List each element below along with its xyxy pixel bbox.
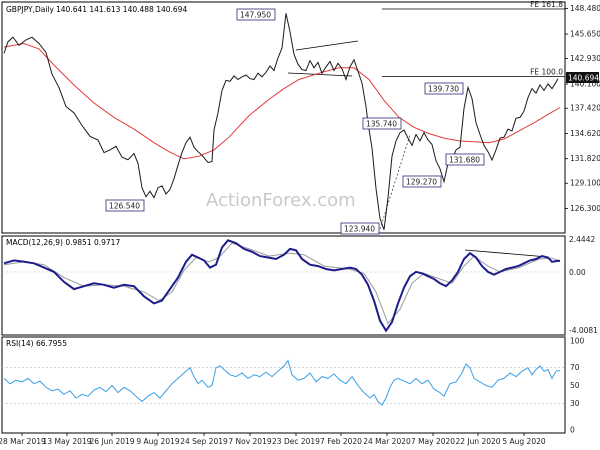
fib-level-label: FE 161.8 — [530, 0, 563, 9]
date-tick-label: 24 Mar 2020 — [363, 437, 411, 446]
rsi-y-axis: 100 70 50 30 0 — [2, 337, 585, 435]
price-tick-label: 140.100 — [570, 80, 600, 89]
annotation-box-139730 — [424, 82, 464, 95]
macd-tick-zero: 0.00 — [569, 268, 586, 277]
trendlines — [287, 40, 411, 230]
price-header-quote: 140.641 141.613 140.488 140.694 — [56, 5, 187, 14]
date-tick-label: 7 May 2020 — [411, 437, 455, 446]
date-tick-label: 9 Aug 2019 — [136, 437, 179, 446]
current-price-label: 140.694 — [568, 74, 599, 83]
price-tick-label: 137.420 — [570, 104, 600, 113]
rsi-header: RSI(14) 66.7955 — [6, 339, 67, 348]
price-tick-label: 126.300 — [570, 204, 600, 213]
macd-panel-frame — [1, 235, 566, 336]
annotation-135740: 135.740 — [366, 120, 397, 129]
annotation-box-135740 — [362, 117, 402, 130]
annotation-131680: 131.680 — [449, 156, 480, 165]
date-tick-label: 26 Jun 2019 — [89, 437, 134, 446]
fib-level-label: FE 100.0 — [530, 67, 563, 76]
rsi-line — [3, 359, 561, 406]
annotation-147950: 147.950 — [240, 11, 271, 20]
rsi-tick-label: 30 — [570, 399, 580, 408]
triangle-lower-line — [287, 72, 353, 77]
annotation-box-131680 — [445, 153, 485, 166]
annotation-box-129270 — [402, 175, 442, 188]
date-tick-label: 5 Aug 2020 — [502, 437, 545, 446]
price-annotations: 147.950 126.540 123.940 135.740 139.730 … — [105, 8, 485, 235]
price-tick-label: 142.930 — [570, 54, 600, 63]
annotation-box-147950 — [236, 8, 276, 21]
date-tick-label: 28 Mar 2019 — [0, 437, 46, 446]
annotation-box-126540 — [105, 199, 145, 212]
date-tick-label: 7 Nov 2019 — [228, 437, 271, 446]
date-tick-label: 23 Dec 2019 — [272, 437, 320, 446]
rsi-tick-label: 50 — [570, 381, 580, 390]
rsi-tick-label: 0 — [570, 426, 575, 435]
triangle-upper-line — [295, 40, 359, 51]
price-panel: GBPJPY,Daily 140.641 141.613 140.488 140… — [1, 0, 600, 235]
fibonacci-levels: FE 161.8 FE 100.0 — [382, 0, 565, 77]
date-tick-label: 24 Sep 2019 — [180, 437, 228, 446]
price-tick-label: 145.650 — [570, 30, 600, 39]
rebound-trendline — [379, 134, 411, 230]
annotation-139730: 139.730 — [428, 85, 459, 94]
price-tick-label: 148.480 — [570, 4, 600, 13]
price-panel-frame — [1, 1, 566, 234]
macd-panel: MACD(12,26,9) 0.9851 0.9717 2.4442 0.00 … — [1, 235, 598, 336]
annotation-123940: 123.940 — [344, 225, 375, 234]
macd-line — [3, 239, 561, 333]
macd-divergence-line — [464, 249, 549, 258]
watermark: ActionForex.com — [206, 190, 356, 211]
current-price-tag — [566, 72, 599, 83]
price-tick-label: 129.100 — [570, 179, 600, 188]
macd-tick-top: 2.4442 — [569, 235, 595, 244]
rsi-tick-label: 100 — [570, 337, 585, 346]
rsi-tick-label: 70 — [570, 363, 580, 372]
date-tick-label: 22 Jun 2020 — [455, 437, 500, 446]
macd-tick-bottom: -4.0081 — [569, 326, 598, 335]
price-header-symbol: GBPJPY,Daily — [6, 5, 55, 14]
date-tick-label: 13 May 2019 — [43, 437, 92, 446]
annotation-126540: 126.540 — [109, 202, 140, 211]
price-line — [3, 13, 559, 230]
rsi-panel: RSI(14) 66.7955 100 70 50 30 0 — [1, 336, 585, 435]
price-tick-label: 134.620 — [570, 129, 600, 138]
price-y-axis: 126.300 129.100 131.820 134.620 137.420 140.1… — [565, 4, 600, 213]
annotation-129270: 129.270 — [406, 178, 437, 187]
rsi-panel-frame — [1, 336, 566, 434]
moving-average-line — [3, 42, 561, 160]
date-tick-label: 7 Feb 2020 — [320, 437, 362, 446]
annotation-box-123940 — [340, 222, 380, 235]
macd-header: MACD(12,26,9) 0.9851 0.9717 — [6, 238, 120, 247]
price-tick-label: 131.820 — [570, 154, 600, 163]
